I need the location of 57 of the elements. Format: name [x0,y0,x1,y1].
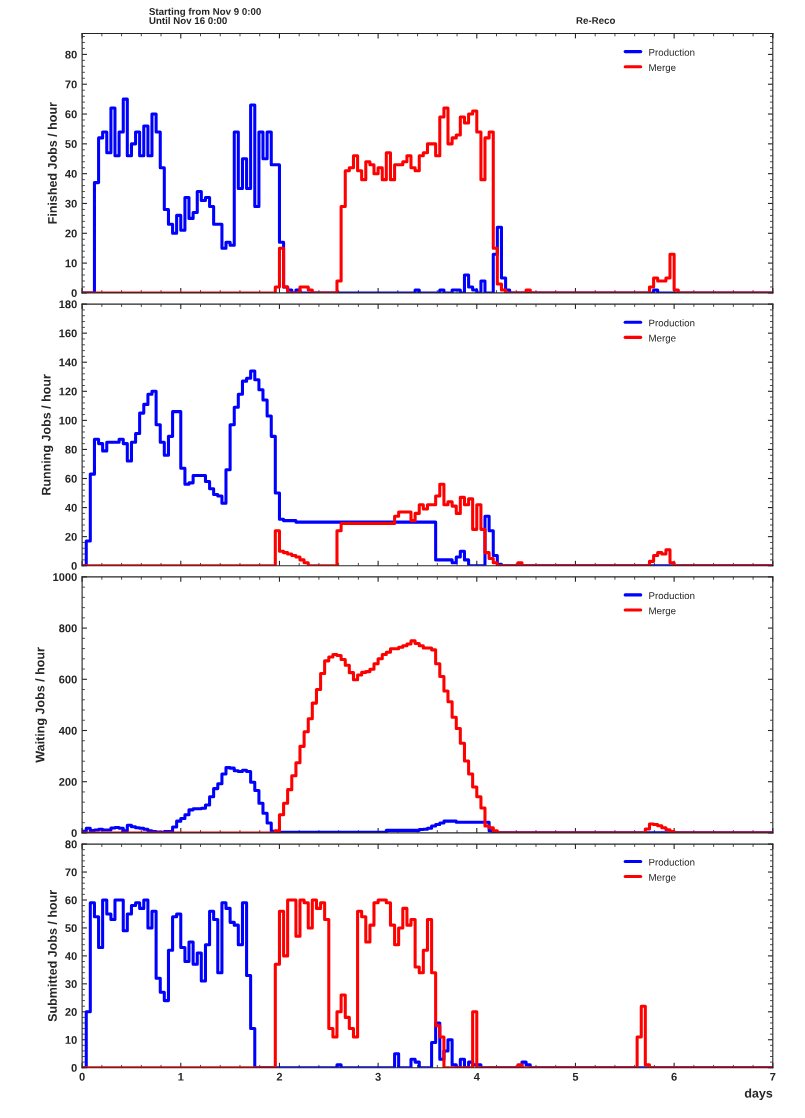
y-tick-label: 120 [59,387,77,396]
y-tick-label: 20 [65,229,77,238]
y-tick-label: 20 [65,532,77,541]
y-tick-label: 40 [65,952,77,961]
y-tick-label: 600 [59,675,77,684]
y-tick-label: 40 [65,503,77,512]
legend-label: Production [649,591,695,600]
x-tick-label: 2 [276,1072,283,1081]
y-tick-label: 0 [71,289,77,298]
y-tick-label: 100 [59,416,77,425]
x-tick-label: 5 [572,1072,579,1081]
legend-label: Production [649,48,695,56]
y-tick-label: 0 [71,561,77,570]
y-tick-label: 80 [65,445,77,454]
y-tick-label: 30 [65,980,77,988]
x-tick-label: 4 [473,1072,480,1081]
y-tick-label: 60 [65,110,77,119]
y-tick-label: 60 [65,896,77,905]
y-tick-label: 160 [59,329,77,338]
legend-label: Merge [649,874,676,883]
y-axis-title: Running Jobs / hour [41,374,54,495]
y-tick-label: 800 [59,624,77,633]
y-tick-label: 0 [71,829,77,838]
y-tick-label: 50 [65,924,77,933]
y-tick-label: 180 [59,300,77,309]
y-tick-label: 0 [71,1063,77,1072]
y-tick-label: 70 [65,80,77,89]
y-tick-label: 200 [59,777,77,786]
x-tick-label: 0 [79,1072,85,1081]
y-tick-label: 400 [58,726,77,735]
y-axis-title: Submitted Jobs / hour [47,890,57,1022]
y-tick-label: 60 [65,474,77,483]
legend-label: Merge [649,64,676,73]
legend-label: Merge [649,607,676,617]
legend-label: Merge [649,334,676,344]
x-tick-label: 6 [671,1072,677,1081]
legend-label: Production [649,319,695,327]
y-axis-title: Finished Jobs / hour [47,102,57,224]
y-tick-label: 30 [65,199,77,208]
x-axis-title: days [744,1088,773,1101]
y-axis-title: Waiting Jobs / hour [35,647,47,763]
y-tick-label: 1000 [53,573,77,582]
legend-label: Production [649,858,695,866]
y-tick-label: 140 [59,358,77,367]
y-tick-label: 10 [65,1036,77,1044]
y-tick-label: 80 [65,840,77,849]
y-tick-label: 10 [65,259,77,268]
y-tick-label: 70 [65,868,77,877]
x-tick-label: 3 [375,1072,381,1081]
x-tick-label: 7 [770,1072,776,1081]
y-tick-label: 20 [65,1008,77,1016]
chart-title: Re-Reco [576,17,616,24]
x-tick-label: 1 [178,1072,184,1081]
chart-subtitle: Starting from Nov 9 0:00 Until Nov 16 0:00 [149,7,261,25]
y-tick-label: 50 [65,140,77,148]
y-tick-label: 80 [65,50,77,59]
y-tick-label: 40 [65,169,77,178]
